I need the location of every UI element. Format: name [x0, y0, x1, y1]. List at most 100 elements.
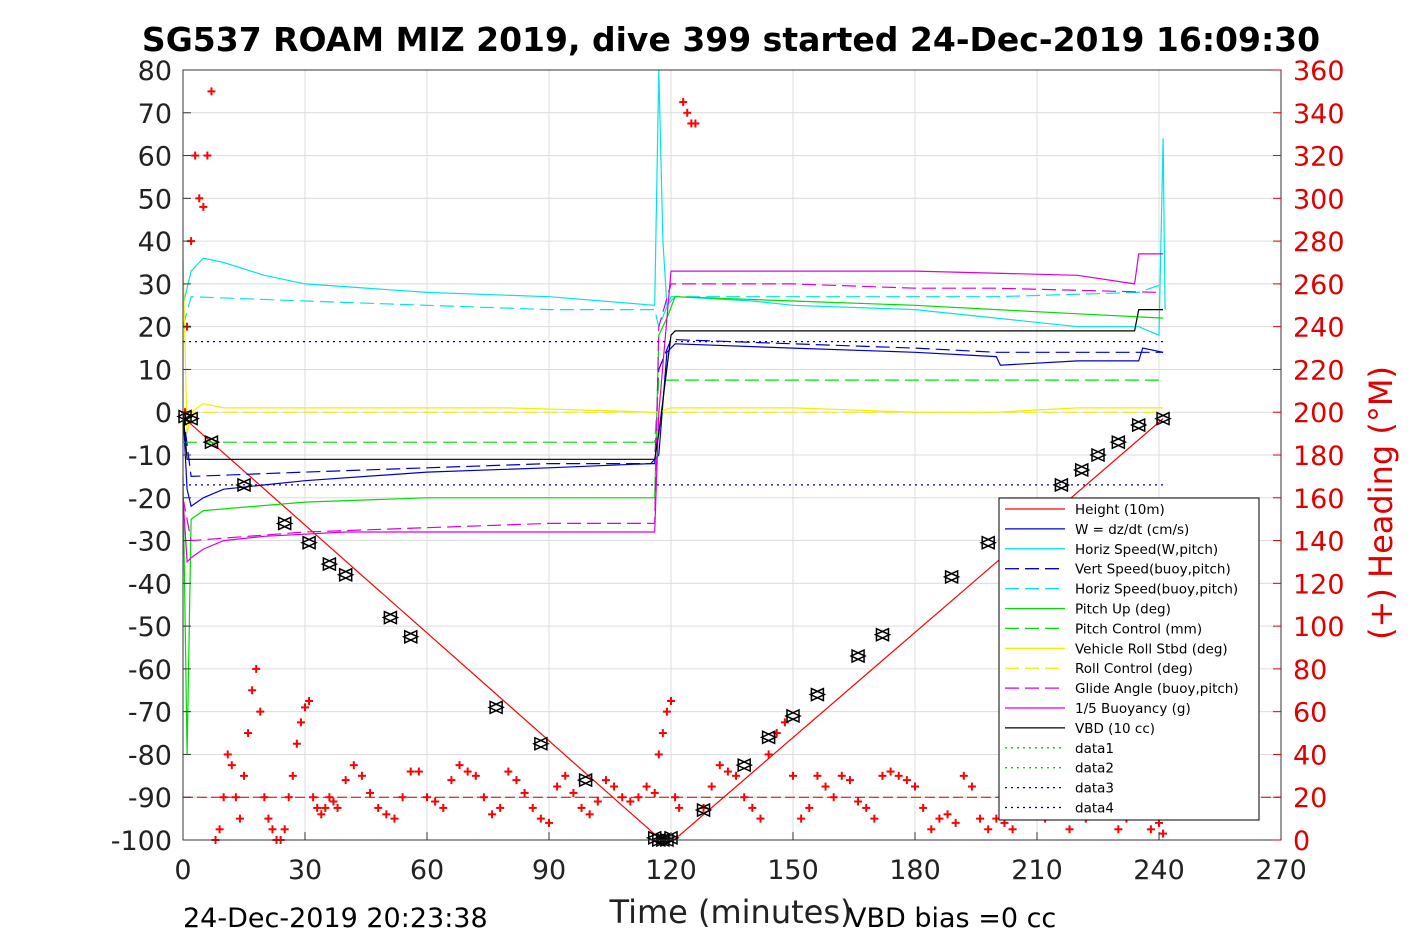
- right-tick-label-18: 0: [1293, 826, 1310, 857]
- height-marker-28: [1072, 462, 1091, 478]
- heading-point-139: [1114, 825, 1123, 834]
- heading-point-38: [333, 803, 342, 812]
- heading-point-37: [329, 797, 338, 806]
- left-tick-label-13: -50: [128, 612, 172, 643]
- heading-point-143: [1146, 825, 1155, 834]
- heading-point-85: [683, 108, 692, 117]
- heading-point-77: [650, 788, 659, 797]
- left-tick-label-17: -90: [128, 783, 172, 814]
- heading-point-91: [723, 767, 732, 776]
- heading-point-42: [366, 788, 375, 797]
- heading-point-51: [439, 803, 448, 812]
- heading-point-14: [235, 814, 244, 823]
- legend-label-9: Glide Angle (buoy,pitch): [1075, 681, 1239, 697]
- height-marker-23: [849, 648, 867, 664]
- chart-title: SG537 ROAM MIZ 2019, dive 399 started 24…: [142, 20, 1320, 59]
- right-tick-label-1: 340: [1293, 99, 1345, 130]
- right-axis-label: (+) Heading (°M): [1362, 366, 1400, 640]
- right-tick-label-13: 100: [1293, 612, 1345, 643]
- x-tick-label-3: 90: [532, 855, 566, 886]
- heading-point-117: [935, 814, 944, 823]
- x-tick-label-7: 210: [1011, 855, 1063, 886]
- heading-point-26: [284, 793, 293, 802]
- heading-point-92: [732, 771, 741, 780]
- height-marker-30: [1109, 434, 1128, 450]
- right-axis-ticks: 3603403203002802602402202001801601401201…: [1273, 56, 1345, 857]
- series-line-6: [183, 379, 1159, 443]
- heading-point-47: [406, 767, 415, 776]
- left-tick-label-14: -60: [128, 655, 172, 686]
- heading-point-78: [654, 750, 663, 759]
- heading-point-123: [984, 825, 993, 834]
- x-tick-label-2: 60: [410, 855, 444, 886]
- heading-point-43: [374, 803, 383, 812]
- heading-point-61: [520, 788, 529, 797]
- left-tick-label-16: -80: [128, 740, 172, 771]
- heading-point-10: [219, 793, 228, 802]
- left-tick-label-0: 80: [138, 56, 172, 87]
- heading-point-104: [829, 793, 838, 802]
- heading-point-59: [504, 767, 513, 776]
- heading-point-81: [667, 696, 675, 705]
- right-tick-label-6: 240: [1293, 313, 1345, 344]
- heading-point-96: [764, 750, 773, 759]
- x-tick-label-9: 270: [1255, 855, 1307, 886]
- left-tick-label-9: -10: [128, 441, 172, 472]
- x-tick-label-1: 30: [288, 855, 322, 886]
- heading-point-31: [305, 696, 314, 705]
- heading-point-36: [325, 793, 334, 802]
- heading-point-46: [398, 793, 407, 802]
- series-line-10: [182, 253, 1164, 564]
- height-marker-31: [1129, 417, 1148, 433]
- legend-label-7: Vehicle Roll Stbd (deg): [1075, 641, 1228, 657]
- heading-point-95: [756, 814, 765, 823]
- heading-point-63: [536, 814, 545, 823]
- heading-point-69: [585, 810, 594, 819]
- heading-point-12: [227, 761, 236, 770]
- heading-point-106: [845, 776, 854, 785]
- heading-point-115: [919, 803, 928, 812]
- left-tick-label-2: 60: [138, 142, 172, 173]
- heading-point-80: [662, 707, 671, 716]
- heading-point-111: [886, 767, 895, 776]
- heading-point-82: [671, 793, 680, 802]
- heading-point-113: [902, 776, 911, 785]
- heading-point-58: [496, 803, 505, 812]
- height-marker-6: [320, 556, 339, 572]
- footer-timestamp: 24-Dec-2019 20:23:38: [183, 903, 488, 934]
- height-marker-26: [979, 535, 997, 550]
- right-tick-label-17: 20: [1293, 783, 1327, 814]
- heading-point-145: [1159, 829, 1168, 838]
- x-tick-label-0: 0: [174, 855, 191, 886]
- heading-point-89: [707, 782, 716, 791]
- heading-point-103: [821, 782, 830, 791]
- heading-point-118: [943, 810, 952, 819]
- height-marker-10: [487, 700, 505, 715]
- heading-point-45: [390, 814, 399, 823]
- legend-label-6: Pitch Control (mm): [1075, 621, 1202, 637]
- height-marker-20: [759, 730, 778, 745]
- height-markers: [176, 409, 1172, 848]
- x-tick-label-4: 120: [645, 855, 697, 886]
- heading-point-121: [967, 782, 976, 791]
- heading-point-7: [207, 87, 216, 96]
- legend-label-5: Pitch Up (deg): [1075, 602, 1171, 618]
- legend-label-0: Height (10m): [1075, 502, 1165, 518]
- heading-point-105: [837, 771, 846, 780]
- heading-point-114: [911, 782, 919, 791]
- heading-point-21: [264, 814, 273, 823]
- left-tick-label-5: 30: [138, 270, 172, 301]
- heading-point-122: [976, 814, 985, 823]
- footer-vbd-bias: VBD bias =0 cc: [848, 903, 1056, 934]
- heading-point-9: [215, 825, 224, 834]
- heading-point-100: [797, 814, 806, 823]
- heading-point-40: [349, 761, 358, 770]
- left-tick-label-3: 50: [138, 184, 172, 215]
- heading-point-44: [382, 810, 391, 819]
- right-tick-label-16: 40: [1293, 740, 1327, 771]
- legend-label-11: VBD (10 cc): [1075, 721, 1155, 737]
- height-marker-19: [735, 757, 753, 773]
- heading-point-18: [252, 664, 261, 673]
- legend-label-10: 1/5 Buoyancy (g): [1075, 701, 1191, 717]
